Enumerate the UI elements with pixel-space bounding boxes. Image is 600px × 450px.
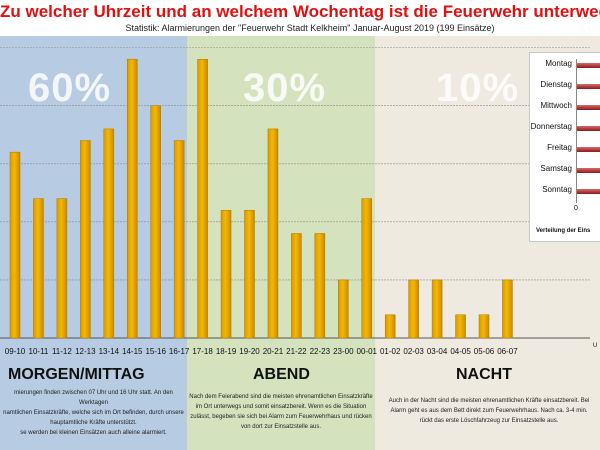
weekday-label: Mittwoch [540, 101, 572, 110]
morning-description-line: mierungen finden zwischen 07 Uhr und 16 … [14, 390, 173, 406]
x-tick-label: 04-05 [450, 347, 471, 356]
weekday-label: Samstag [540, 164, 572, 173]
evening-label: ABEND [253, 366, 310, 383]
x-tick-label: 02-03 [403, 347, 424, 356]
bar-20-21 [267, 128, 279, 339]
bar-00-01 [361, 198, 372, 339]
x-tick-label: 05-06 [474, 347, 495, 356]
bar-03-04 [431, 279, 443, 339]
night-description: Auch in der Nacht sind die meisten ehren… [378, 396, 600, 426]
weekday-bar [577, 168, 600, 173]
x-tick-label: 20-21 [263, 347, 284, 356]
bar-01-02 [384, 314, 396, 339]
x-tick-label: 03-04 [427, 347, 448, 356]
night-percent: 10% [436, 66, 520, 110]
weekday-caption: Verteilung der Eins [536, 228, 591, 234]
weekday-label: Donnerstag [530, 122, 572, 131]
bar-17-18 [197, 58, 208, 339]
weekday-label: Freitag [547, 143, 572, 152]
bar-04-05 [455, 314, 466, 339]
bar-22-23 [314, 233, 326, 339]
weekday-label: Montag [545, 59, 572, 68]
evening-description-line: zulässt, begeben sie sich bei Alarm zum … [190, 414, 372, 420]
weekday-bar [577, 126, 600, 131]
bar-05-06 [478, 314, 490, 339]
x-tick-label: 11-12 [52, 347, 72, 356]
bar-06-07 [502, 279, 513, 339]
x-tick-label: 10-11 [29, 347, 49, 356]
bar-13-14 [103, 128, 115, 339]
night-description-line: Auch in der Nacht sind die meisten ehren… [388, 398, 590, 404]
x-tick-label: 12-13 [75, 347, 96, 356]
x-tick-label: 00-01 [357, 347, 378, 356]
bar-11-12 [56, 198, 68, 339]
x-tick-label: 06-07 [497, 347, 518, 356]
x-tick-label: 13-14 [99, 347, 120, 356]
weekday-distribution-inset: Montag Dienstag Mittwoch Donnerstag Frei… [529, 52, 600, 242]
morning-percent: 60% [28, 66, 112, 110]
x-tick-label: 21-22 [286, 347, 307, 356]
x-tick-label: 19-20 [239, 347, 260, 356]
bar-19-20 [244, 209, 255, 339]
evening-description-line: Nach dem Feierabend sind die meisten ehr… [189, 394, 373, 400]
x-tick-label: 22-23 [310, 347, 331, 356]
morning-description-line: se werden bei kleinen Einsätzen auch all… [20, 430, 167, 436]
morning-description-line: namtlichen Einsatzkräfte, welche sich im… [3, 410, 184, 416]
bar-21-22 [291, 233, 302, 339]
weekday-label: Dienstag [540, 80, 572, 89]
x-axis-unit: U [593, 343, 598, 349]
weekday-axis [576, 59, 577, 203]
bar-23-00 [338, 279, 349, 339]
x-tick-label: 16-17 [169, 347, 190, 356]
page-subtitle: Statistik: Alarmierungen der "Feuerwehr … [125, 23, 495, 33]
night-label: NACHT [456, 366, 512, 383]
zone-evening-background [187, 36, 375, 450]
weekday-bar [577, 147, 600, 152]
page-title: Zu welcher Uhrzeit und an welchem Wochen… [0, 2, 600, 21]
x-tick-label: 14-15 [122, 347, 143, 356]
x-tick-label: 15-16 [145, 347, 166, 356]
evening-description-line: im Ort unterwegs und somit einsatzbereit… [195, 404, 367, 410]
weekday-axis-zero: 0 [574, 205, 578, 212]
bar-15-16 [150, 105, 161, 339]
morning-description: mierungen finden zwischen 07 Uhr und 16 … [0, 388, 187, 438]
weekday-label: Sonntag [542, 185, 572, 194]
bar-09-10 [9, 151, 21, 339]
morning-label: MORGEN/MITTAG [8, 366, 145, 383]
weekday-bar [577, 84, 600, 89]
bar-02-03 [408, 279, 419, 339]
x-tick-label: 18-19 [216, 347, 237, 356]
x-tick-label: 23-00 [333, 347, 354, 356]
bar-12-13 [80, 140, 91, 339]
x-tick-label: 09-10 [5, 347, 26, 356]
x-tick-label: 17-18 [192, 347, 213, 356]
bar-10-11 [33, 198, 44, 339]
night-description-line: rückt das erste Löschfahrzeug zur Einsat… [419, 418, 559, 424]
bar-18-19 [220, 209, 232, 339]
evening-description: Nach dem Feierabend sind die meisten ehr… [189, 392, 373, 432]
evening-description-line: von dort zur Einsatzstelle aus. [240, 424, 322, 430]
bar-16-17 [173, 140, 185, 339]
weekday-bar [577, 63, 600, 68]
night-description-line: Alarm geht es aus dem Bett direkt zum Fe… [390, 408, 588, 414]
x-tick-label: 01-02 [380, 347, 401, 356]
weekday-bar [577, 105, 600, 110]
morning-description-line: hauptamtliche Kräfte unterstützt. [50, 420, 137, 426]
evening-percent: 30% [243, 66, 327, 110]
bar-14-15 [127, 58, 138, 339]
weekday-bar [577, 189, 600, 194]
